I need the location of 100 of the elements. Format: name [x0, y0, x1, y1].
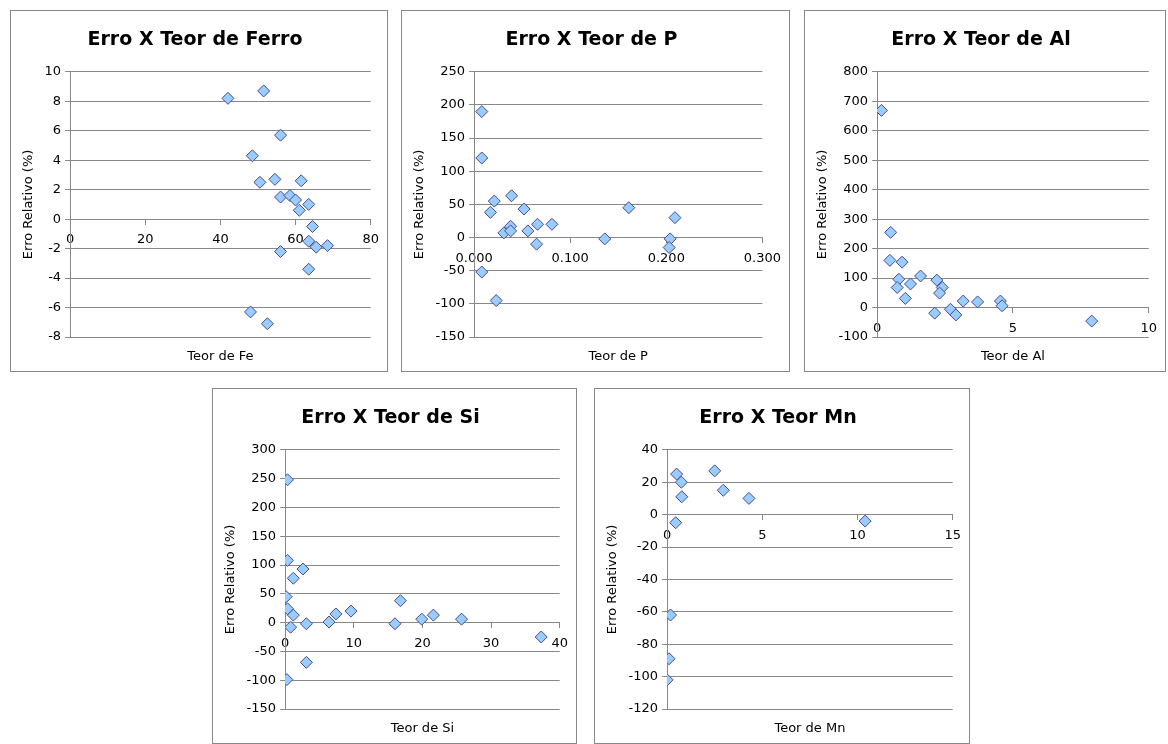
point — [933, 286, 947, 300]
y-tick-label: 50 — [259, 585, 277, 601]
point — [285, 620, 298, 634]
y-tick-label: 2 — [52, 181, 62, 197]
y-tick-label: 200 — [843, 239, 869, 255]
point — [321, 239, 335, 253]
y-tick-label: 6 — [52, 122, 62, 138]
point — [668, 211, 682, 225]
point — [475, 105, 489, 119]
x-axis-title: Teor de Al — [979, 347, 1045, 363]
y-tick-label: 40 — [641, 441, 659, 457]
x-tick-label: 40 — [212, 231, 229, 247]
point — [260, 317, 274, 331]
x-axis-title: Teor de Mn — [773, 719, 846, 735]
y-tick-label: 4 — [52, 151, 62, 167]
y-tick-label: -40 — [636, 570, 659, 586]
point — [995, 299, 1009, 313]
point — [268, 172, 282, 186]
chart-title: Erro X Teor de P — [505, 27, 678, 50]
point — [299, 617, 313, 631]
y-tick-label: -100 — [435, 295, 466, 311]
point — [253, 175, 267, 189]
point — [1085, 314, 1099, 328]
y-tick-label: -4 — [48, 269, 62, 285]
point — [530, 237, 544, 251]
point — [243, 305, 257, 319]
y-tick-label: 0 — [649, 505, 659, 521]
point — [322, 615, 336, 629]
y-tick-label: -150 — [435, 328, 466, 344]
point — [289, 193, 303, 207]
point — [858, 514, 872, 528]
point — [669, 516, 683, 530]
point — [622, 201, 636, 215]
point — [455, 612, 469, 626]
x-tick-label: 60 — [287, 231, 304, 247]
x-tick-label: 20 — [414, 634, 431, 650]
point — [475, 265, 489, 279]
y-tick-label: 0 — [267, 613, 277, 629]
point — [904, 277, 918, 291]
y-tick-label: -80 — [636, 635, 659, 651]
y-tick-label: 200 — [440, 96, 466, 112]
y-tick-label: 150 — [251, 527, 277, 543]
point — [274, 245, 288, 259]
y-tick-label: 700 — [843, 92, 869, 108]
point — [716, 483, 730, 497]
point — [884, 225, 898, 239]
y-tick-label: 10 — [44, 63, 62, 79]
point — [598, 232, 612, 246]
y-tick-label: -6 — [48, 298, 62, 314]
point — [292, 203, 306, 217]
point — [487, 194, 501, 208]
point — [393, 594, 407, 608]
x-tick-label: 0.100 — [551, 249, 589, 265]
y-tick-label: 400 — [843, 181, 869, 197]
point — [329, 607, 343, 621]
point — [388, 617, 402, 631]
point — [426, 608, 440, 622]
y-axis-title: Erro Relativo (%) — [222, 524, 238, 635]
y-axis-title: Erro Relativo (%) — [20, 149, 36, 260]
point — [890, 281, 904, 294]
y-tick-label: 100 — [843, 269, 869, 285]
point — [302, 197, 316, 211]
point — [531, 217, 545, 231]
point — [895, 255, 909, 269]
point — [670, 467, 684, 481]
point — [504, 224, 518, 238]
point — [928, 306, 942, 320]
point — [521, 224, 535, 238]
point — [517, 202, 531, 216]
point — [505, 189, 519, 203]
y-tick-label: -8 — [48, 328, 62, 344]
y-tick-label: 200 — [251, 498, 277, 514]
point — [914, 269, 928, 283]
y-tick-label: 250 — [251, 469, 277, 485]
y-tick-label: -100 — [246, 671, 277, 687]
x-tick-label: 0.300 — [743, 249, 781, 265]
x-tick-label: 40 — [551, 634, 568, 650]
x-axis-title: Teor de P — [587, 347, 649, 363]
point — [344, 604, 358, 618]
x-tick-label: 80 — [362, 231, 379, 247]
x-axis-title: Teor de Si — [389, 719, 455, 735]
y-tick-label: 600 — [843, 122, 869, 138]
y-tick-label: 250 — [440, 63, 466, 79]
chart-title: Erro X Teor de Si — [301, 405, 480, 428]
point — [302, 234, 316, 248]
y-tick-label: 0 — [52, 210, 62, 226]
y-tick-label: -100 — [628, 667, 659, 683]
point — [930, 273, 944, 287]
y-tick-label: 800 — [843, 63, 869, 79]
x-tick-label: 10 — [345, 634, 363, 650]
y-tick-label: -2 — [48, 239, 62, 255]
point — [675, 490, 689, 504]
point — [274, 190, 288, 204]
y-tick-label: 500 — [843, 151, 869, 167]
chart-title: Erro X Teor de Ferro — [87, 27, 303, 50]
point — [245, 149, 259, 163]
point — [294, 174, 308, 188]
y-tick-label: 8 — [52, 92, 62, 108]
x-tick-label: 15 — [944, 526, 961, 542]
point — [971, 295, 985, 309]
